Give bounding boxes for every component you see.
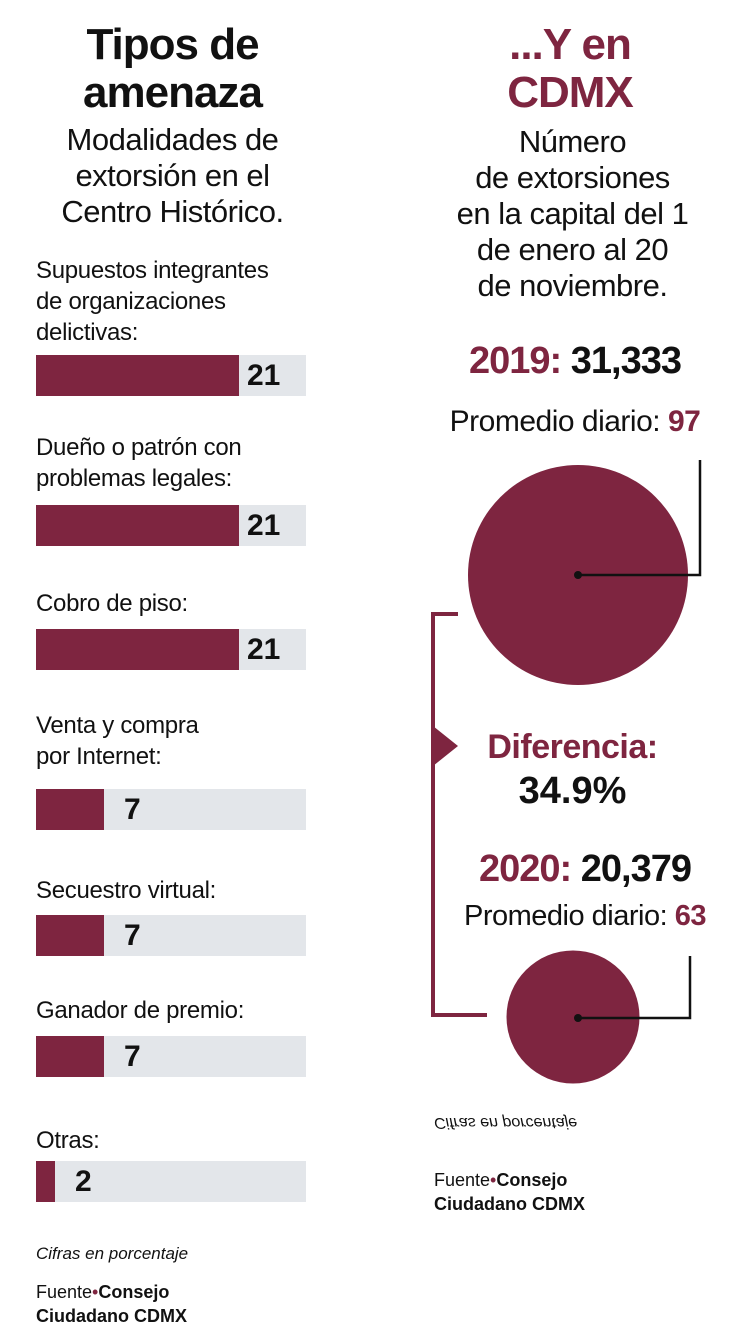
bar-category-label: Ganador de premio: xyxy=(36,995,316,1026)
bar-track: 7 xyxy=(36,915,306,956)
bar-category-label-line: delictivas: xyxy=(36,319,139,346)
bar-category-label-line: Supuestos integrantes xyxy=(36,257,269,284)
bar-category-label: Otras: xyxy=(36,1125,316,1156)
right-source: Fuente•Consejo Ciudadano CDMX xyxy=(434,1168,585,1216)
source-dot-icon: • xyxy=(490,1170,497,1190)
bar-fill xyxy=(36,629,239,670)
bar-category-label-line: Otras: xyxy=(36,1127,100,1154)
left-subtitle-line2: extorsión en el xyxy=(75,158,270,193)
circle-2020 xyxy=(506,950,640,1084)
bar-fill xyxy=(36,355,239,396)
left-subtitle-line3: Centro Histórico. xyxy=(61,194,284,229)
left-units-note: Cifras en porcentaje xyxy=(36,1244,189,1263)
difference-value: 34.9% xyxy=(518,770,627,812)
bar-fill xyxy=(36,789,104,830)
bar-category-label-line: Ganador de premio: xyxy=(36,997,245,1024)
year-2019-value: 31,333 xyxy=(570,340,682,382)
year-2019-total: 2019: 31,333 xyxy=(420,340,730,383)
right-source-line1: Consejo xyxy=(496,1170,568,1190)
bar-track: 21 xyxy=(36,505,306,546)
bar-category-label-line: Cobro de piso: xyxy=(36,590,188,617)
bar-value-label: 2 xyxy=(75,1165,92,1198)
left-source: Fuente•Consejo Ciudadano CDMX xyxy=(36,1280,187,1328)
bar-value-label: 7 xyxy=(124,1040,141,1073)
bar-category-label: Cobro de piso: xyxy=(36,588,316,619)
right-source-prefix: Fuente xyxy=(434,1170,491,1190)
left-title-line1: Tipos de xyxy=(86,20,259,69)
bar-category-label: Supuestos integrantes de organizaciones de… xyxy=(36,255,316,348)
year-2019-label: 2019: xyxy=(469,340,562,382)
difference-label: Diferencia: xyxy=(487,728,658,766)
bar-category-label-line: Secuestro virtual: xyxy=(36,877,217,904)
leader-line-2019 xyxy=(578,460,702,577)
bar-track: 21 xyxy=(36,629,306,670)
right-subtitle-line3: en la capital del 1 xyxy=(456,196,689,231)
leader-dot-2020 xyxy=(574,1014,582,1022)
leader-line-2020 xyxy=(578,956,692,1020)
bar-track: 7 xyxy=(36,789,306,830)
bar-value-label: 21 xyxy=(247,509,281,542)
right-subtitle-line1: Número xyxy=(518,124,627,159)
right-subtitle-line5: de noviembre. xyxy=(477,268,668,303)
source-dot-icon: • xyxy=(92,1282,99,1302)
avg-2020-label: Promedio diario: xyxy=(464,900,668,932)
avg-2019-value: 97 xyxy=(667,405,701,438)
bar-category-label-line: Venta y compra xyxy=(36,712,199,739)
bar-fill xyxy=(36,915,104,956)
bar-fill xyxy=(36,1161,55,1202)
bar-category-label-line: de organizaciones xyxy=(36,288,226,315)
left-title-line2: amenaza xyxy=(83,68,263,117)
year-2020-value: 20,379 xyxy=(580,848,692,890)
right-source-line2: Ciudadano CDMX xyxy=(434,1194,585,1214)
bar-track: 2 xyxy=(36,1161,306,1202)
avg-2019: Promedio diario: 97 xyxy=(420,405,730,439)
bar-value-label: 7 xyxy=(124,793,141,826)
bar-category-label-line: Dueño o patrón con xyxy=(36,434,242,461)
avg-2020: Promedio diario: 63 xyxy=(430,900,740,933)
right-title-line1: ...Y en xyxy=(509,20,632,69)
bar-fill xyxy=(36,505,239,546)
bar-category-label: Dueño o patrón con problemas legales: xyxy=(36,432,316,494)
right-units-note-mirrored: Cifras en porcentaje xyxy=(434,1114,578,1131)
leader-dot-2019 xyxy=(574,571,582,579)
year-2020-label: 2020: xyxy=(479,848,572,890)
bar-value-label: 21 xyxy=(247,633,281,666)
bar-track: 21 xyxy=(36,355,306,396)
bar-track: 7 xyxy=(36,1036,306,1077)
left-source-line1: Consejo xyxy=(98,1282,170,1302)
bar-category-label-line: problemas legales: xyxy=(36,465,233,492)
bar-fill xyxy=(36,1036,104,1077)
bar-category-label: Secuestro virtual: xyxy=(36,875,316,906)
difference-arrow-icon xyxy=(433,726,458,766)
year-2020-total: 2020: 20,379 xyxy=(430,848,740,891)
right-title-line2: CDMX xyxy=(507,68,634,117)
right-subtitle-line2: de extorsiones xyxy=(475,160,670,195)
bar-category-label-line: por Internet: xyxy=(36,743,162,770)
avg-2019-label: Promedio diario: xyxy=(449,405,661,438)
bar-value-label: 21 xyxy=(247,359,281,392)
bar-category-label: Venta y compra por Internet: xyxy=(36,710,316,772)
bar-value-label: 7 xyxy=(124,919,141,952)
left-source-prefix: Fuente xyxy=(36,1282,93,1302)
left-source-line2: Ciudadano CDMX xyxy=(36,1306,187,1326)
avg-2020-value: 63 xyxy=(674,900,707,932)
left-subtitle-line1: Modalidades de xyxy=(66,122,279,157)
difference-bracket xyxy=(431,612,487,1017)
right-subtitle-line4: de enero al 20 xyxy=(476,232,669,267)
